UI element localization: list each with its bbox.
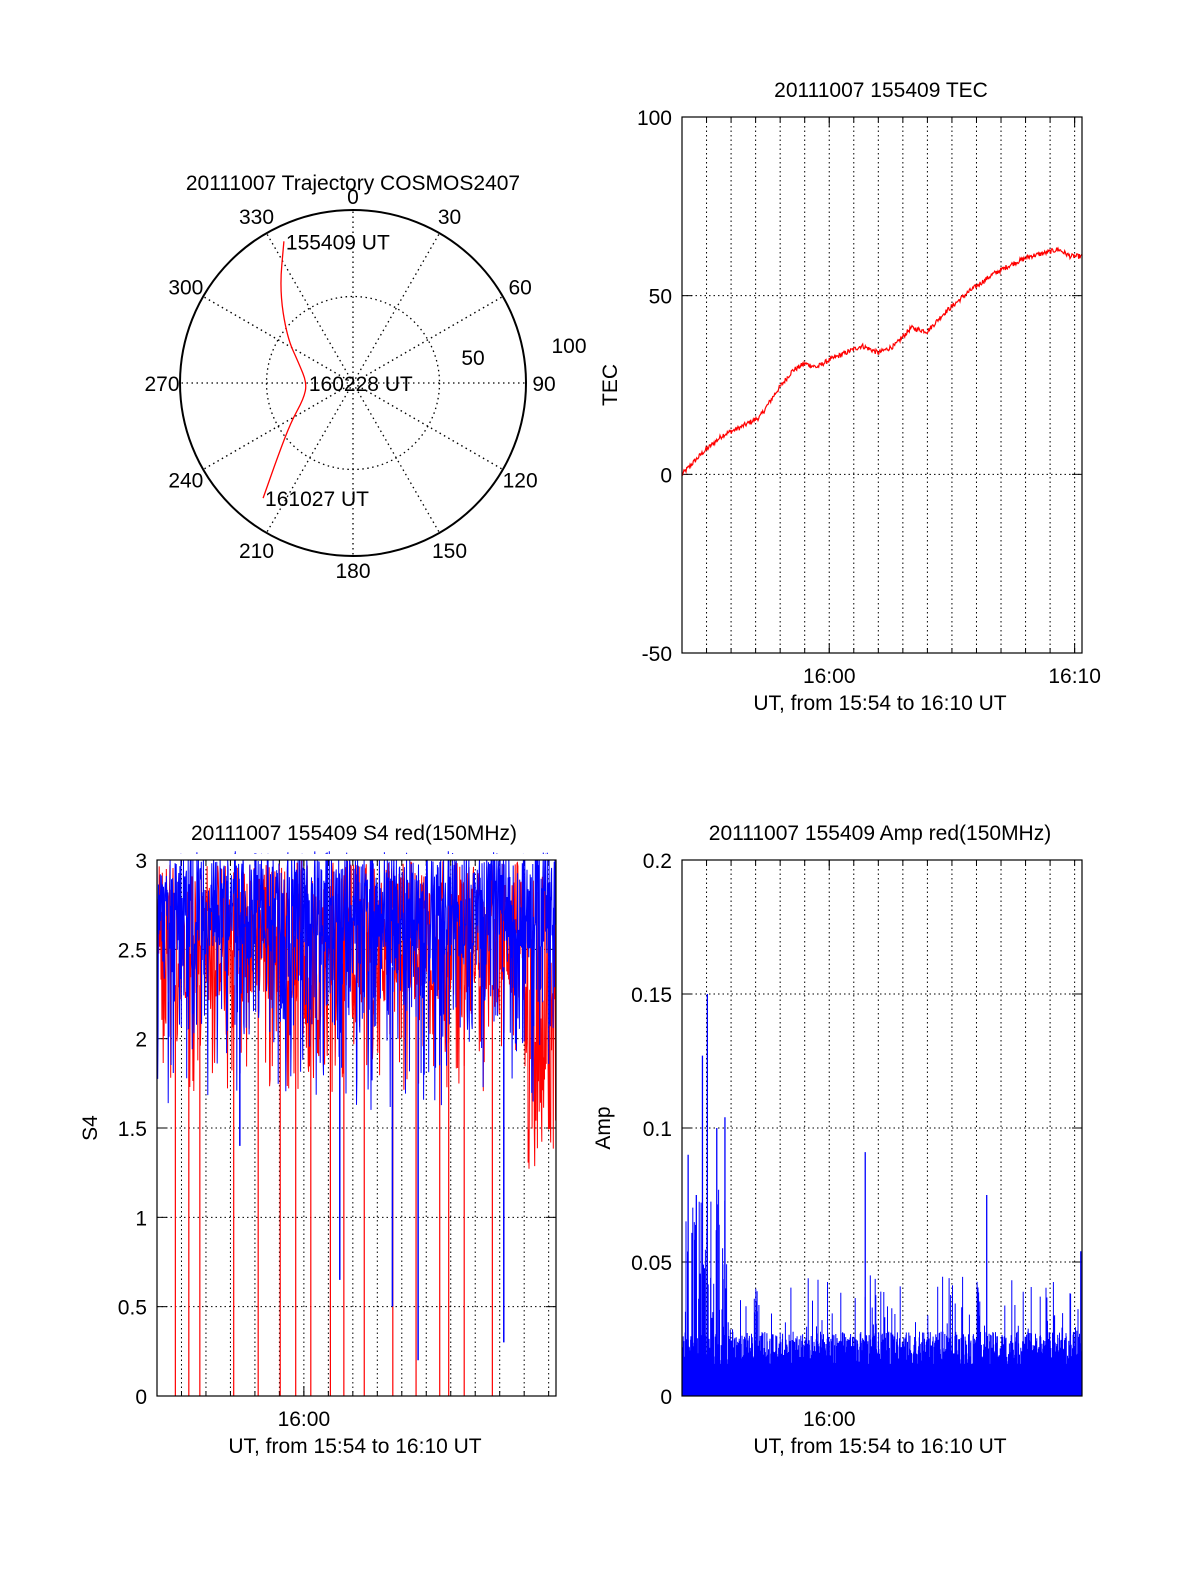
- y-tick-label: 2: [135, 1029, 147, 1052]
- y-tick-label: 0: [660, 1386, 672, 1409]
- y-tick-label: 0.5: [118, 1297, 147, 1320]
- s4-ylabel: S4: [79, 1115, 102, 1141]
- polar-angle-tick-label: 0: [347, 186, 359, 209]
- polar-angle-tick-label: 120: [503, 470, 538, 493]
- y-tick-label: 0.2: [643, 850, 672, 873]
- trajectory-time-label: 155409 UT: [286, 231, 390, 254]
- amp-title: 20111007 155409 Amp red(150MHz): [709, 822, 1051, 845]
- polar-angle-tick-label: 300: [168, 277, 203, 300]
- polar-grid-spoke: [202, 295, 354, 384]
- polar-angle-tick-label: 240: [168, 470, 203, 493]
- s4-xlabel: UT, from 15:54 to 16:10 UT: [228, 1435, 481, 1458]
- plot-frame: [681, 116, 1083, 654]
- y-tick-label: 0.05: [631, 1252, 672, 1275]
- polar-angle-tick-label: 330: [239, 206, 274, 229]
- y-tick-label: 0: [135, 1386, 147, 1409]
- x-tick-label: 16:00: [803, 1408, 856, 1431]
- polar-labels: 0 30 60 90 120 150 180 210 240 270 300 330 50 100 1554…: [144, 186, 586, 583]
- s4-blue-trace: [156, 851, 557, 1110]
- polar-grid-spoke: [202, 382, 354, 471]
- polar-grid-spoke: [352, 382, 441, 534]
- y-tick-label: 100: [637, 107, 672, 130]
- amp-trace: [681, 1189, 1083, 1396]
- polar-outer-circle: [179, 209, 527, 557]
- polar-angle-tick-label: 90: [532, 373, 555, 396]
- polar-grid-spoke: [352, 295, 504, 384]
- plot-frame: [156, 859, 557, 1397]
- polar-angle-tick-label: 60: [508, 277, 531, 300]
- amp-ylabel: Amp: [592, 1106, 615, 1149]
- polar-angle-tick-label: 150: [432, 540, 467, 563]
- x-tick-label: 16:00: [278, 1408, 331, 1431]
- tec-xlabel: UT, from 15:54 to 16:10 UT: [753, 692, 1006, 715]
- amp-xlabel: UT, from 15:54 to 16:10 UT: [753, 1435, 1006, 1458]
- polar-radial-tick-label: 50: [461, 347, 484, 370]
- polar-grid-spoke: [352, 382, 504, 471]
- tec-ylabel: TEC: [599, 364, 622, 406]
- polar-angle-tick-label: 270: [144, 373, 179, 396]
- tec-title: 20111007 155409 TEC: [774, 79, 988, 102]
- tec-line: [681, 246, 1083, 477]
- y-tick-label: 0.1: [643, 1118, 672, 1141]
- y-tick-label: 0.15: [631, 984, 672, 1007]
- trajectory-line: [262, 241, 307, 499]
- y-tick-label: 0: [660, 464, 672, 487]
- amp-plot-area: 0.2 0.15 0.1 0.05 0 16:00: [631, 850, 1083, 1431]
- trajectory-polar-chart: 20111007 Trajectory COSMOS2407 0 30 60 90 12…: [144, 172, 586, 583]
- tec-plot-area: 100 50 0 -50 16:00 16:10: [637, 107, 1101, 688]
- y-tick-label: 3: [135, 850, 147, 873]
- y-tick-label: 50: [649, 286, 672, 309]
- polar-grid: [179, 209, 527, 557]
- polar-grid-spoke: [352, 232, 441, 384]
- trajectory-time-label: 160228 UT: [309, 373, 413, 396]
- polar-angle-tick-label: 30: [438, 206, 461, 229]
- y-tick-label: -50: [642, 643, 672, 666]
- trajectory-title: 20111007 Trajectory COSMOS2407: [186, 172, 520, 195]
- x-tick-label: 16:00: [803, 665, 856, 688]
- x-tick-label: 16:10: [1048, 665, 1101, 688]
- s4-plot-area: 3 2.5 2 1.5 1 0.5 0 16:00: [118, 850, 557, 1431]
- plot-frame: [681, 859, 1083, 1397]
- trajectory-time-label: 161027 UT: [265, 488, 369, 511]
- s4-title: 20111007 155409 S4 red(150MHz): [191, 822, 517, 845]
- y-tick-label: 2.5: [118, 939, 147, 962]
- polar-grid-spoke: [265, 232, 354, 384]
- polar-angle-tick-label: 210: [239, 540, 274, 563]
- polar-series: [262, 241, 307, 499]
- y-tick-label: 1: [135, 1207, 147, 1230]
- amp-chart: 20111007 155409 Amp red(150MHz) 0.20.150…: [592, 822, 1083, 1458]
- polar-angle-tick-label: 180: [335, 560, 370, 583]
- polar-grid-spoke: [265, 382, 354, 534]
- clip-mask: [156, 854, 557, 860]
- s4-chart: 20111007 155409 S4 red(150MHz) 3 2.5 2 1.5 1…: [79, 822, 557, 1458]
- polar-radial-tick-label: 100: [551, 335, 586, 358]
- y-tick-label: 1.5: [118, 1118, 147, 1141]
